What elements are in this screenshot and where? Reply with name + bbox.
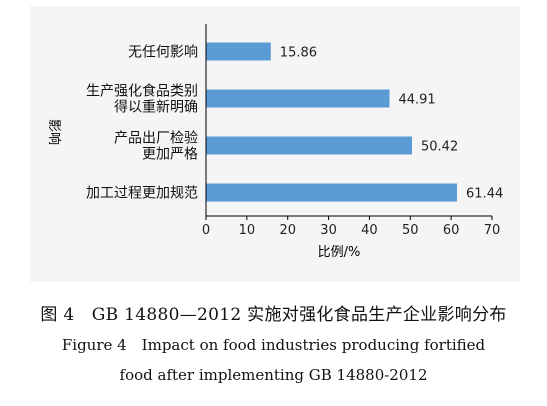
chart-panel: 无任何影响生产强化食品类别 得以重新明确 产品出厂检验 更加严格加工过程更加规范 15… bbox=[30, 6, 520, 282]
bar-value-label: 50.42 bbox=[421, 140, 458, 155]
x-tick-label: 50 bbox=[402, 223, 419, 238]
category-label: 更加严格 bbox=[142, 147, 198, 163]
x-tick-label: 20 bbox=[279, 223, 296, 238]
category-label: 得以重新明确 bbox=[114, 99, 198, 116]
figure-caption-en-line1: Figure 4 Impact on food industries produ… bbox=[61, 336, 486, 354]
x-tick-label: 70 bbox=[484, 223, 501, 238]
bar bbox=[206, 136, 413, 155]
x-tick-label: 40 bbox=[361, 223, 378, 238]
x-tick-label: 60 bbox=[443, 223, 460, 238]
bar-value-label: 15.86 bbox=[280, 46, 317, 61]
x-tick-label: 0 bbox=[202, 223, 210, 238]
category-label: 产品出厂检验 bbox=[114, 131, 198, 147]
x-axis-title: 比例/% bbox=[318, 245, 361, 260]
bar bbox=[206, 183, 458, 202]
bar-value-label: 61.44 bbox=[466, 187, 503, 202]
figure-caption-en-line2: food after implementing GB 14880-2012 bbox=[119, 366, 428, 384]
x-tick-label: 30 bbox=[320, 223, 337, 238]
bar bbox=[206, 42, 271, 61]
figure-caption-zh: 图 4 GB 14880—2012 实施对强化食品生产企业影响分布 bbox=[40, 305, 507, 325]
category-label: 无任何影响 bbox=[128, 45, 198, 61]
x-tick-label: 10 bbox=[239, 223, 256, 238]
category-label: 加工过程更加规范 bbox=[86, 185, 198, 202]
category-label: 生产强化食品类别 bbox=[86, 83, 198, 100]
bar-value-label: 44.91 bbox=[398, 93, 435, 108]
bar bbox=[206, 89, 390, 108]
y-axis-title: 影响 bbox=[46, 119, 62, 145]
